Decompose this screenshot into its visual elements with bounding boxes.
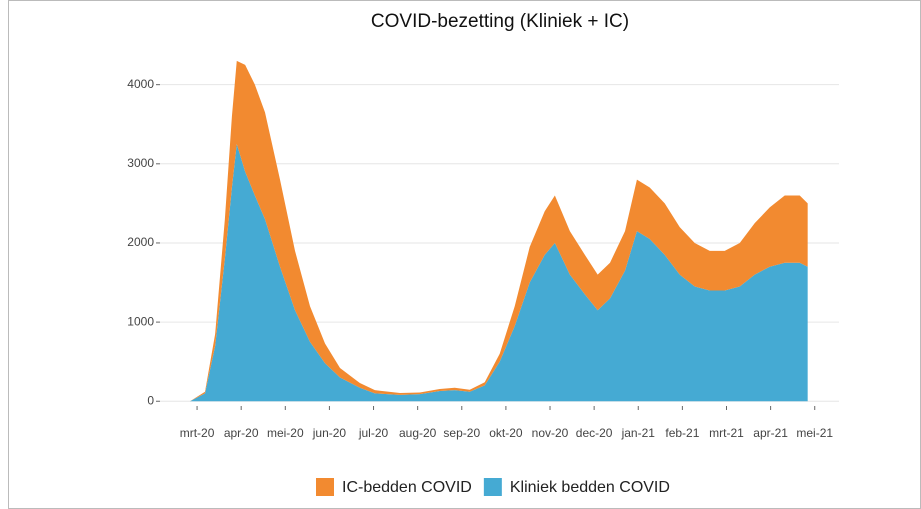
x-tick-label: mrt-20 xyxy=(180,426,215,440)
y-tick-label: 1000 xyxy=(127,314,154,328)
x-tick-label: okt-20 xyxy=(489,426,523,440)
legend-swatch xyxy=(316,478,334,496)
legend-label: IC-bedden COVID xyxy=(342,479,472,496)
y-tick-label: 2000 xyxy=(127,235,154,249)
chart-title: COVID-bezetting (Kliniek + IC) xyxy=(371,11,629,32)
x-tick-label: apr-20 xyxy=(224,426,259,440)
x-tick-label: dec-20 xyxy=(576,426,613,440)
x-tick-label: jul-20 xyxy=(358,426,389,440)
area xyxy=(190,144,808,402)
y-tick-label: 0 xyxy=(147,393,154,407)
x-tick-label: jan-21 xyxy=(621,426,656,440)
x-tick-label: feb-21 xyxy=(665,426,699,440)
x-tick-label: mrt-21 xyxy=(709,426,744,440)
x-tick-label: apr-21 xyxy=(753,426,788,440)
legend-swatch xyxy=(483,478,502,496)
x-tick-label: nov-20 xyxy=(532,426,569,440)
x-tick-label: mei-21 xyxy=(796,426,833,440)
x-tick-label: jun-20 xyxy=(312,426,347,440)
x-tick-label: sep-20 xyxy=(443,426,480,440)
x-tick-label: aug-20 xyxy=(399,426,437,440)
y-tick-label: 4000 xyxy=(127,77,154,91)
x-tick-label: mei-20 xyxy=(267,426,304,440)
legend-label: Kliniek bedden COVID xyxy=(510,479,670,496)
area xyxy=(190,60,808,402)
y-tick-label: 3000 xyxy=(127,156,154,170)
